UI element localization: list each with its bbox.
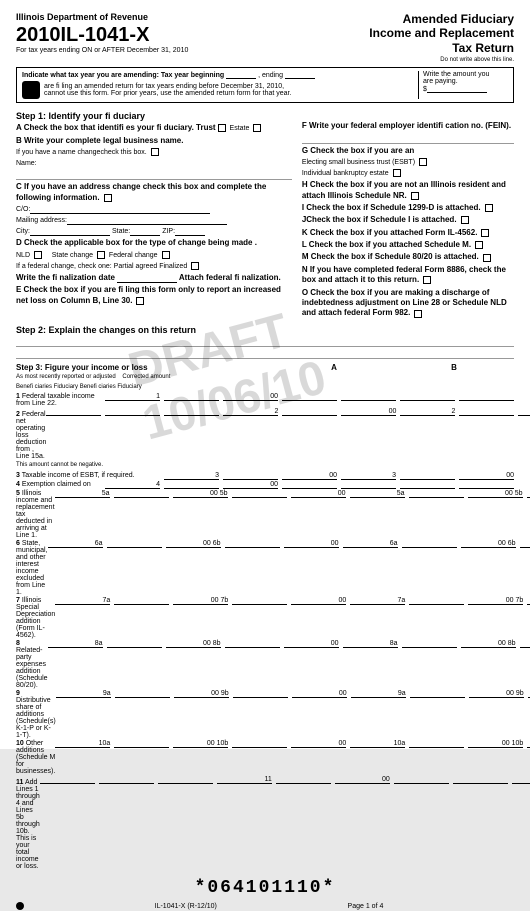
fein-input[interactable] [302,134,514,144]
step1-title: Step 1: Identify your fi duciary [16,111,292,121]
form-title-3: Tax Return [265,41,514,55]
barcode: *064101110* [16,878,514,898]
amount-label2: are paying. [423,78,508,85]
indicate-filing: are fi ling an amended return for tax ye… [44,83,291,90]
footer: IL-1041-X (R-12/10) Page 1 of 4 [16,902,514,910]
step3-line-7: 7 Illinois Special Depreciation addition… [16,597,514,639]
estate-checkbox[interactable] [253,124,261,132]
form-title-1: Amended Fiduciary [265,12,514,26]
name-change-checkbox[interactable] [151,148,159,156]
step3-line-4: 4 Exemption claimed on400 [16,481,514,489]
trust-checkbox[interactable] [218,124,226,132]
indicate-cannot: cannot use this form. For prior years, u… [44,90,291,97]
form-number: 2010IL-1041-X [16,24,265,47]
step2-title: Step 2: Explain the changes on this retu… [16,325,514,335]
bullet-icon [16,902,24,910]
step3-line-10: 10 Other additions (Schedule M for busin… [16,740,514,775]
step3-line-6: 6 State, municipal, and other interest i… [16,540,514,596]
step3-line-3: 3 Taxable income of ESBT, if required.30… [16,472,514,480]
form-page: DRAFT 10/06/10 Illinois Department of Re… [0,0,530,749]
indicate-box: Indicate what tax year you are amending:… [16,67,514,103]
dept-name: Illinois Department of Revenue [16,12,265,22]
form-title-2: Income and Replacement [265,26,514,40]
no-write-note: Do not write above this line. [265,57,514,63]
address-change-checkbox[interactable] [104,194,112,202]
step3-line-5: 5 Illinois income and replacement tax de… [16,490,514,539]
step3-title: Step 3: Figure your income or loss [16,363,274,372]
amount-label1: Write the amount you [423,71,508,78]
step3-line-2: 2 Federal net operating loss deduction f… [16,408,514,460]
stop-icon [22,81,40,99]
for-years: For tax years ending ON or AFTER Decembe… [16,47,265,54]
page-num: Page 1 of 4 [348,903,384,910]
header: Illinois Department of Revenue 2010IL-10… [16,12,514,63]
indicate-line1: Indicate what tax year you are amending:… [22,72,224,79]
form-id: IL-1041-X (R-12/10) [155,903,217,910]
step3-line-1: 1 Federal taxable income from Line 22.10… [16,393,514,407]
step3-line-9: 9 Distributive share of additions (Sched… [16,690,514,739]
step3-line-8: 8 Related-party expenses addition (Sched… [16,640,514,689]
name-input[interactable] [16,170,292,180]
step3-line-11: 11 Add Lines 1 through 4 and Lines 5b th… [16,776,514,870]
